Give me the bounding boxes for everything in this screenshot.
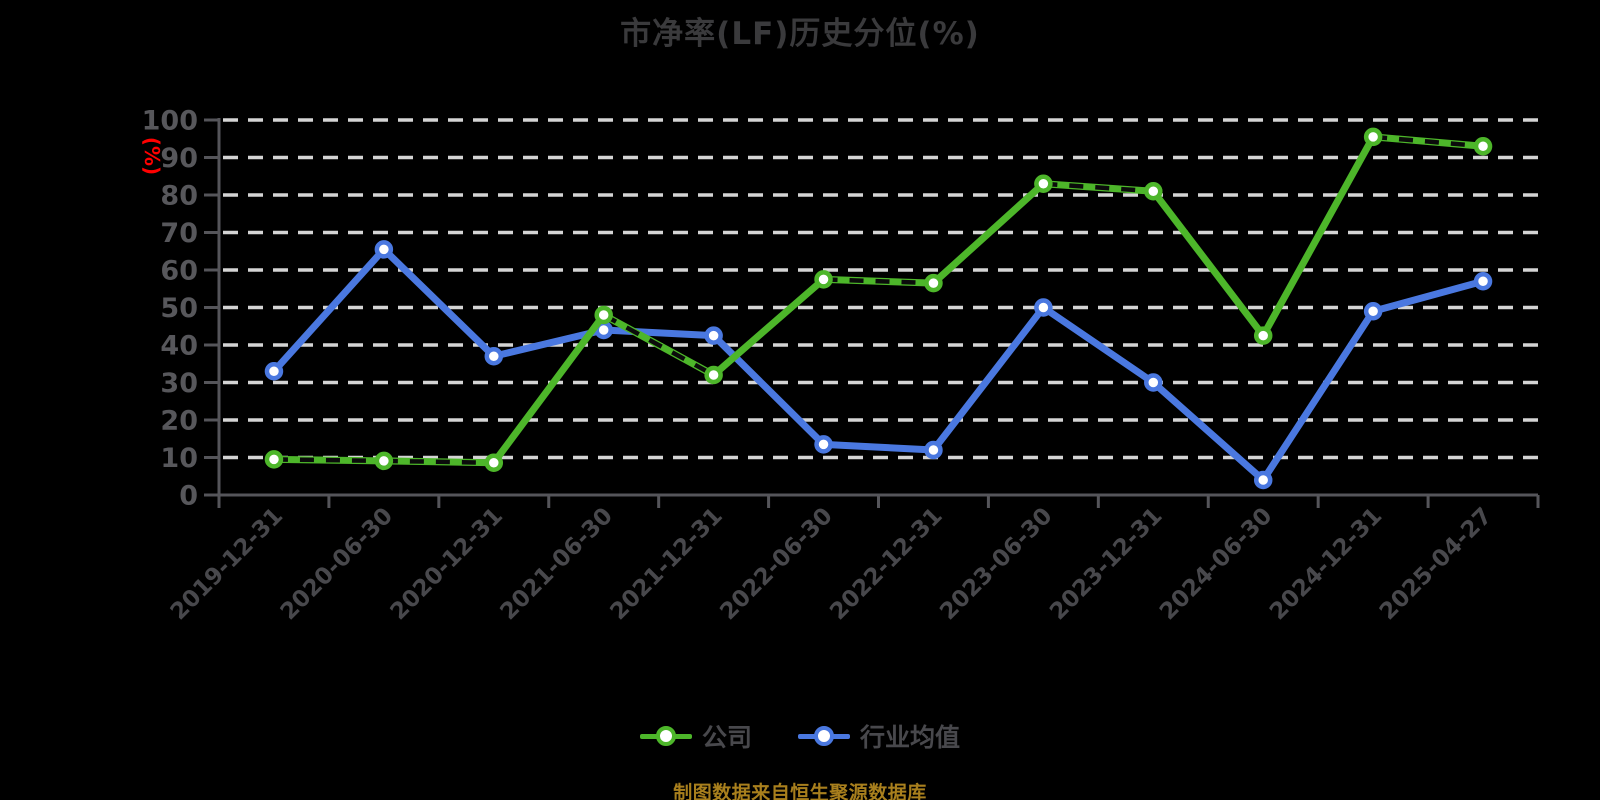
x-tick-label: 2023-12-31 — [1045, 503, 1167, 625]
y-tick-label: 30 — [160, 368, 198, 399]
data-point-marker-industry[interactable] — [814, 435, 833, 454]
y-tick-label: 40 — [160, 331, 198, 362]
data-point-marker-industry[interactable] — [1144, 373, 1163, 392]
legend-item-industry[interactable]: 行业均值 — [798, 718, 960, 754]
data-point-marker-industry[interactable] — [1473, 272, 1493, 291]
data-point-marker-company[interactable] — [264, 450, 284, 469]
company-line-dash-overlay — [1372, 134, 1484, 149]
y-tick-label: 60 — [160, 256, 198, 287]
data-point-marker-industry[interactable] — [1363, 302, 1383, 321]
company-line-dash-overlay — [383, 458, 494, 465]
x-tick-label: 2021-06-30 — [496, 503, 618, 625]
company-legend-dot — [655, 726, 676, 746]
x-tick-label: 2024-06-30 — [1155, 503, 1277, 625]
company-line-dash-overlay — [1043, 181, 1154, 194]
y-tick-label: 100 — [142, 106, 198, 137]
series-line-company — [270, 133, 1487, 467]
company-line-dash-overlay — [602, 313, 715, 377]
data-point-marker-industry[interactable] — [484, 347, 504, 366]
data-point-marker-company[interactable] — [814, 270, 833, 289]
data-point-marker-industry[interactable] — [704, 326, 723, 345]
data-point-marker-company[interactable] — [374, 451, 394, 471]
y-tick-label: 70 — [160, 218, 198, 249]
legend: 公司 行业均值 — [0, 714, 1600, 758]
x-tick-label: 2020-06-30 — [276, 503, 398, 625]
industry-line-marker-icon — [798, 724, 850, 748]
x-tick-label: 2021-12-31 — [605, 503, 727, 625]
data-point-marker-company[interactable] — [924, 273, 943, 293]
industry-legend-dot — [814, 726, 834, 746]
data-point-marker-company[interactable] — [1473, 137, 1493, 156]
data-point-marker-industry[interactable] — [924, 440, 943, 460]
data-point-marker-industry[interactable] — [264, 362, 284, 381]
data-point-marker-company[interactable] — [484, 453, 504, 472]
legend-item-company[interactable]: 公司 — [639, 718, 752, 754]
y-tick-label: 10 — [160, 443, 198, 474]
chart-title: 市净率(LF)历史分位(%) — [620, 16, 980, 52]
y-tick-label: 80 — [160, 181, 198, 212]
y-tick-label: 0 — [179, 481, 198, 512]
data-point-marker-company[interactable] — [594, 305, 613, 325]
x-tick-label: 2024-12-31 — [1265, 503, 1387, 625]
data-point-marker-company[interactable] — [1034, 174, 1053, 193]
data-point-marker-company[interactable] — [1144, 182, 1163, 201]
x-tick-label: 2023-06-30 — [935, 503, 1057, 625]
data-point-marker-company[interactable] — [704, 365, 723, 385]
company-line-dash-overlay — [273, 457, 384, 464]
data-point-marker-company[interactable] — [1253, 326, 1273, 345]
legend-label-industry: 行业均值 — [860, 723, 961, 752]
data-source-note: 制图数据来自恒生聚源数据库 — [673, 782, 927, 800]
x-tick-label: 2019-12-31 — [166, 503, 288, 625]
company-line-dash-overlay — [823, 277, 934, 286]
x-tick-label: 2025-04-27 — [1375, 503, 1497, 625]
y-tick-label: 20 — [160, 406, 198, 437]
x-tick-label: 2022-06-30 — [715, 503, 837, 625]
data-point-marker-industry[interactable] — [1253, 470, 1273, 490]
data-point-marker-industry[interactable] — [1034, 298, 1053, 317]
data-point-marker-company[interactable] — [1363, 127, 1383, 147]
x-tick-label: 2020-12-31 — [386, 503, 508, 625]
legend-label-company: 公司 — [701, 723, 752, 752]
y-tick-label: 90 — [160, 143, 198, 174]
series-line-industry — [270, 245, 1487, 484]
company-line-marker-icon — [639, 724, 692, 748]
x-tick-label: 2022-12-31 — [825, 503, 947, 625]
data-point-marker-industry[interactable] — [374, 240, 394, 259]
y-tick-label: 50 — [160, 293, 198, 324]
